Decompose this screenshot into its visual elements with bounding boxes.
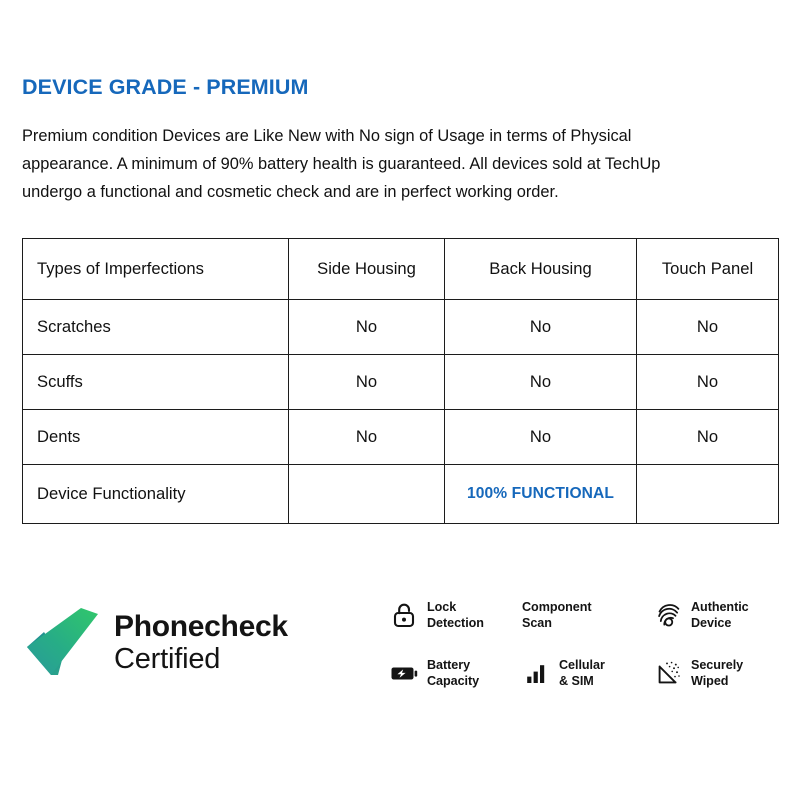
badge-line-2: Detection xyxy=(427,616,484,630)
badge-component-scan: Component Scan xyxy=(522,586,640,644)
row-label-scuffs: Scuffs xyxy=(22,354,289,411)
column-header-types: Types of Imperfections xyxy=(22,238,289,301)
badge-line-2: Device xyxy=(691,616,732,630)
cell-scratches-side: No xyxy=(288,299,445,356)
badge-label-component-scan: Component Scan xyxy=(522,599,592,631)
badge-line-2: Capacity xyxy=(427,674,480,688)
table-row: Scratches No No No xyxy=(22,299,779,356)
badge-line-1: Authentic xyxy=(691,599,749,614)
cell-dents-touch: No xyxy=(636,409,779,466)
column-header-side-housing: Side Housing xyxy=(288,238,445,301)
table-row: Dents No No No xyxy=(22,409,779,466)
cell-scratches-back: No xyxy=(444,299,637,356)
badge-line-1: Component xyxy=(522,599,592,614)
cell-dents-back: No xyxy=(444,409,637,466)
table-row-functionality: Device Functionality 100% FUNCTIONAL xyxy=(22,464,779,525)
badge-authentic-device: Authentic Device xyxy=(654,586,778,644)
badge-line-2: Scan xyxy=(522,616,552,630)
badge-line-1: Cellular xyxy=(559,657,605,672)
cell-scuffs-side: No xyxy=(288,354,445,411)
badge-securely-wiped: Securely Wiped xyxy=(654,644,778,702)
logo-line-1: Phonecheck xyxy=(114,610,288,644)
badge-label-securely-wiped: Securely Wiped xyxy=(691,657,743,689)
column-header-touch-panel: Touch Panel xyxy=(636,238,779,301)
phonecheck-logo: Phonecheck Certified xyxy=(22,578,378,682)
checkmark-icon xyxy=(22,604,108,682)
wipe-icon xyxy=(654,658,684,688)
table-header-row: Types of Imperfections Side Housing Back… xyxy=(22,238,779,301)
badge-label-authentic-device: Authentic Device xyxy=(691,599,749,631)
logo-line-2: Certified xyxy=(114,642,221,675)
badge-lock-detection: Lock Detection xyxy=(390,586,508,644)
fingerprint-icon xyxy=(654,600,684,630)
row-label-scratches: Scratches xyxy=(22,299,289,356)
cell-functionality-side xyxy=(288,464,445,525)
badge-cellular-sim: Cellular & SIM xyxy=(522,644,640,702)
badge-line-2: Wiped xyxy=(691,674,729,688)
column-header-back-housing: Back Housing xyxy=(444,238,637,301)
page-title: DEVICE GRADE - PREMIUM xyxy=(22,75,309,99)
cell-scratches-touch: No xyxy=(636,299,779,356)
badge-line-1: Lock xyxy=(427,599,457,614)
certification-badges: Lock Detection Component Scan xyxy=(378,578,778,702)
phonecheck-wordmark: Phonecheck Certified xyxy=(114,610,288,675)
status-badge-functional: 100% FUNCTIONAL xyxy=(444,464,637,525)
cell-functionality-touch xyxy=(636,464,779,525)
badge-line-1: Battery xyxy=(427,657,471,672)
certification-footer: Phonecheck Certified Lock Detection xyxy=(22,578,778,708)
cell-scuffs-touch: No xyxy=(636,354,779,411)
cell-dents-side: No xyxy=(288,409,445,466)
row-label-dents: Dents xyxy=(22,409,289,466)
imperfections-table: Types of Imperfections Side Housing Back… xyxy=(22,238,779,525)
badge-battery-capacity: Battery Capacity xyxy=(390,644,508,702)
row-label-device-functionality: Device Functionality xyxy=(22,464,289,525)
badge-line-1: Securely xyxy=(691,657,744,672)
lock-open-icon xyxy=(390,600,420,630)
battery-icon xyxy=(390,658,420,688)
table-row: Scuffs No No No xyxy=(22,354,779,411)
grade-description: Premium condition Devices are Like New w… xyxy=(22,126,661,202)
badge-line-2: & SIM xyxy=(559,674,594,688)
signal-bars-icon xyxy=(522,658,552,688)
cell-scuffs-back: No xyxy=(444,354,637,411)
badge-label-battery-capacity: Battery Capacity xyxy=(427,657,479,689)
badge-label-lock-detection: Lock Detection xyxy=(427,599,484,631)
badge-label-cellular-sim: Cellular & SIM xyxy=(559,657,605,689)
